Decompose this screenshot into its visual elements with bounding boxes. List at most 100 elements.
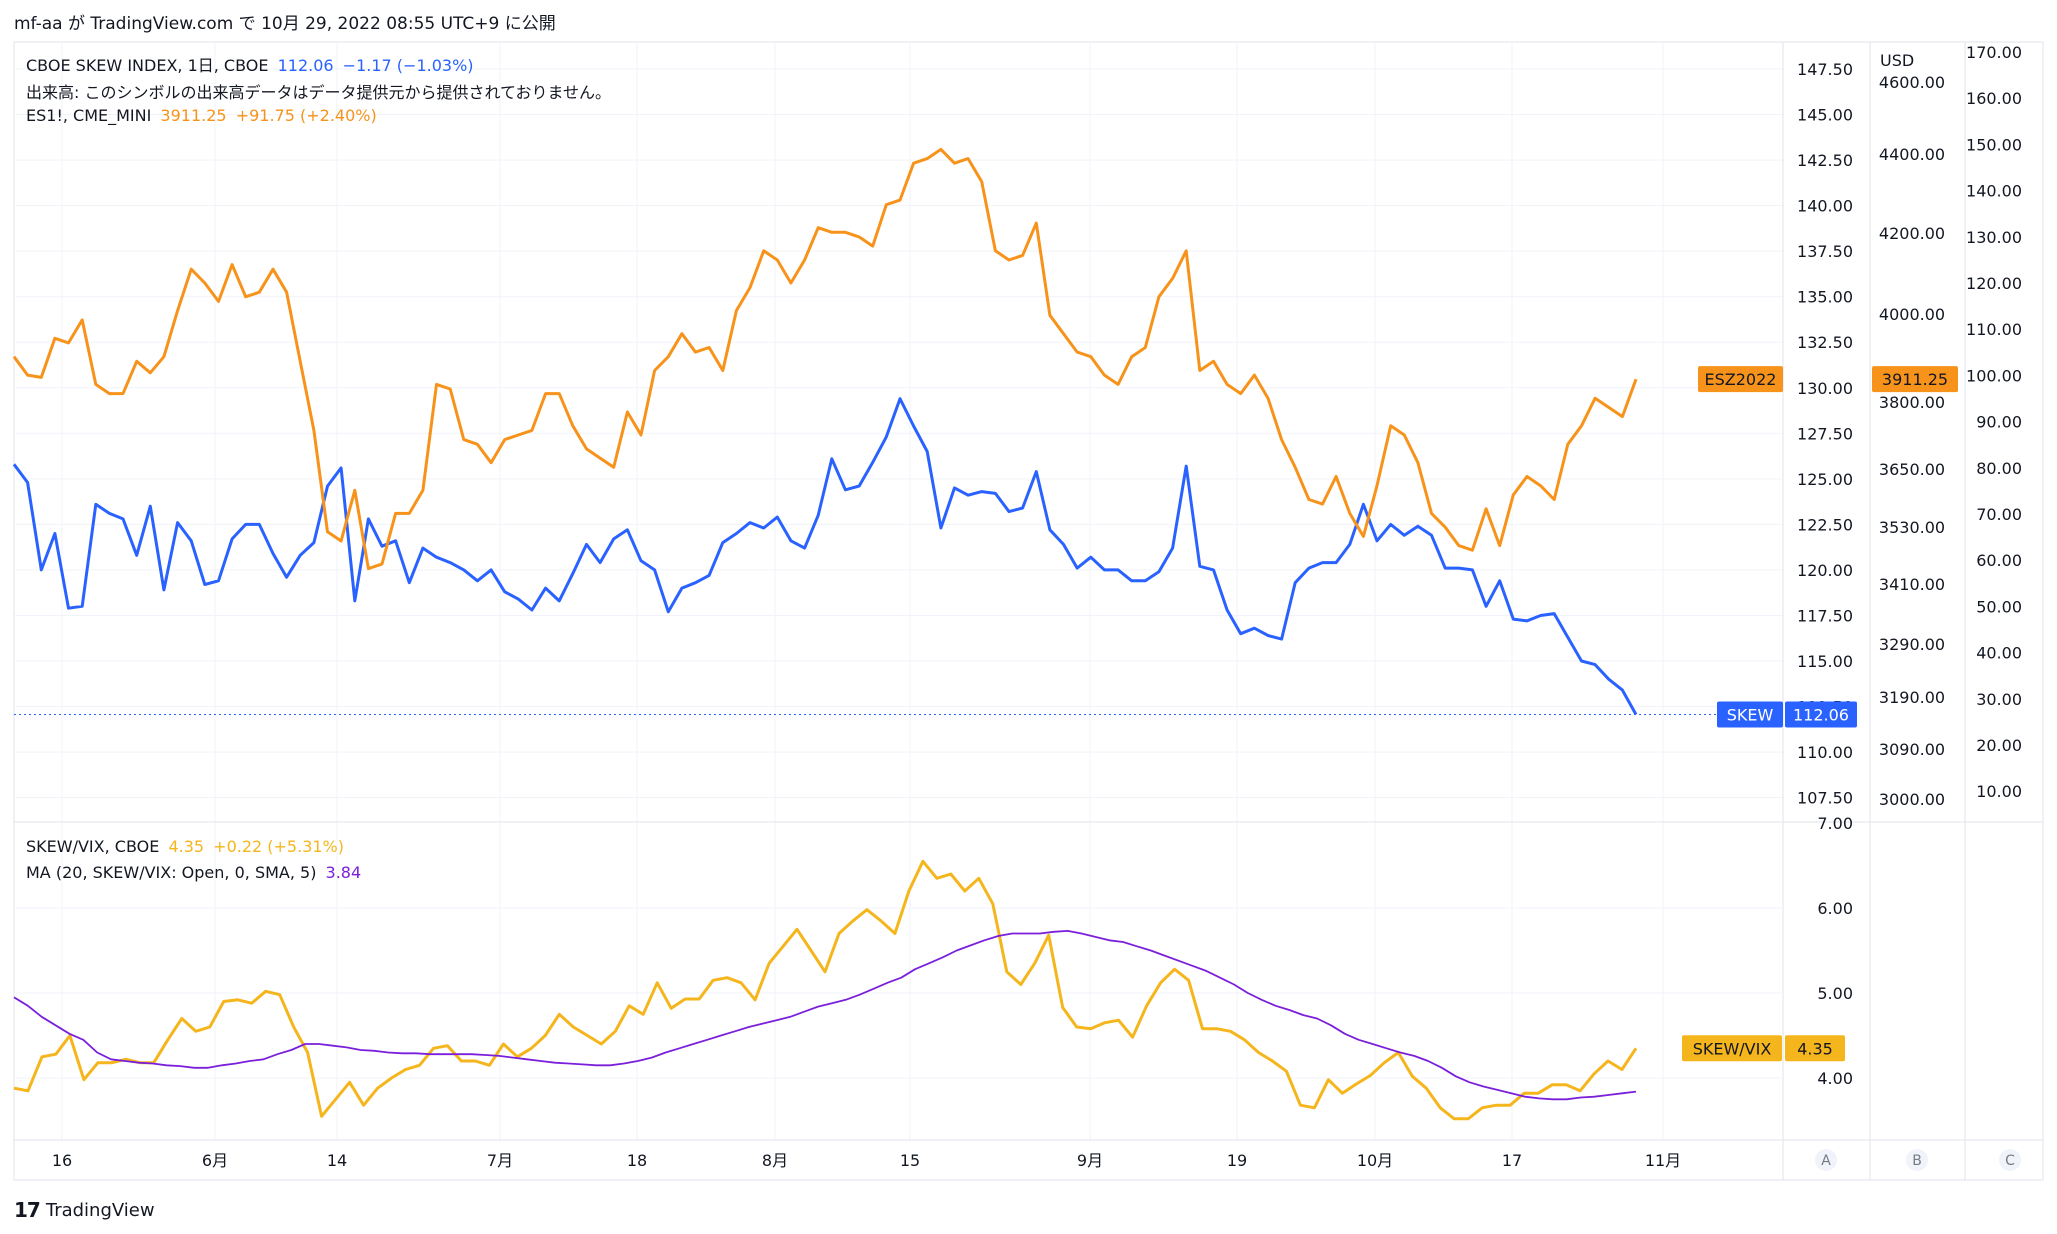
price-scale-button <box>1999 1149 2021 1171</box>
skew-last-value: 112.06 <box>277 56 334 75</box>
es-name-tag: ESZ2022 <box>1705 370 1777 389</box>
lower-axis-tick-label: 5.00 <box>1817 984 1853 1003</box>
axis-a-tick-label: 117.50 <box>1797 606 1853 625</box>
axis-a-tick-label: 115.00 <box>1797 652 1853 671</box>
axis-a-tick-label: 145.00 <box>1797 106 1853 125</box>
axis-b-tick-label: 3090.00 <box>1879 740 1945 759</box>
time-axis-label: 18 <box>627 1151 647 1170</box>
time-axis-label: 8月 <box>762 1151 788 1170</box>
tradingview-logo-text: TradingView <box>45 1199 155 1221</box>
axis-a-tick-label: 147.50 <box>1797 60 1853 79</box>
axis-c-tick-label: 60.00 <box>1976 551 2022 570</box>
axis-c-tick-label: 90.00 <box>1976 413 2022 432</box>
time-axis-label: 17 <box>1502 1151 1522 1170</box>
axis-b-tick-label: 3800.00 <box>1879 393 1945 412</box>
axis-c-tick-label: 30.00 <box>1976 690 2022 709</box>
ratio-change: +0.22 (+5.31%) <box>213 837 344 856</box>
axis-a-tick-label: 137.50 <box>1797 242 1853 261</box>
time-axis-label: 16 <box>52 1151 72 1170</box>
axis-a-tick-label: 130.00 <box>1797 379 1853 398</box>
axis-a-tick-label: 107.50 <box>1797 789 1853 808</box>
ma-last-value: 3.84 <box>325 863 362 882</box>
axis-a-tick-label: 120.00 <box>1797 561 1853 580</box>
lower-axis-tick-label: 6.00 <box>1817 899 1853 918</box>
es-series-line <box>12 147 1638 571</box>
ratio-symbol-name: SKEW/VIX, CBOE <box>26 837 160 856</box>
time-axis-label: 11月 <box>1645 1151 1681 1170</box>
time-axis-label: 6月 <box>202 1151 228 1170</box>
publish-info: mf-aa が TradingView.com で 10月 29, 2022 0… <box>14 14 556 34</box>
ratio-price-tag-box <box>1785 1035 1845 1062</box>
price-scale-button <box>1906 1149 1928 1171</box>
skew-price-tag-box <box>1785 701 1857 728</box>
tradingview-logo-icon: 𝟭𝟳 <box>14 1198 41 1222</box>
ratio-name-tag-box <box>1682 1035 1782 1062</box>
skew-symbol-name: CBOE SKEW INDEX, 1日, CBOE <box>26 56 269 75</box>
axis-a-tick-label: 122.50 <box>1797 515 1853 534</box>
ma-indicator-name: MA (20, SKEW/VIX: Open, 0, SMA, 5) <box>26 863 317 882</box>
ratio-name-tag: SKEW/VIX <box>1693 1039 1772 1058</box>
lower-axis-tick-label: 7.00 <box>1817 814 1853 833</box>
axis-c-tick-label: 170.00 <box>1966 43 2022 62</box>
price-scale-button-label: B <box>1912 1153 1922 1169</box>
skew-series-line <box>12 397 1638 716</box>
es-last-value: 3911.25 <box>160 106 227 125</box>
axis-b-tick-label: 3650.00 <box>1879 460 1945 479</box>
time-axis-label: 10月 <box>1357 1151 1393 1170</box>
price-scale-button-label: C <box>2005 1153 2015 1169</box>
lower-axis-tick-label: 4.00 <box>1817 1069 1853 1088</box>
axis-c-tick-label: 20.00 <box>1976 736 2022 755</box>
skew-change: −1.17 (−1.03%) <box>342 56 474 75</box>
axis-b-tick-label: 4000.00 <box>1879 305 1945 324</box>
time-axis-label: 7月 <box>487 1151 513 1170</box>
axis-c-tick-label: 130.00 <box>1966 228 2022 247</box>
ratio-last-value: 4.35 <box>168 837 205 856</box>
price-scale-button <box>1815 1149 1837 1171</box>
axis-c-tick-label: 50.00 <box>1976 597 2022 616</box>
axis-b-tick-label: 3530.00 <box>1879 518 1945 537</box>
time-axis-label: 14 <box>327 1151 347 1170</box>
axis-a-tick-label: 135.00 <box>1797 288 1853 307</box>
time-axis-label: 15 <box>900 1151 920 1170</box>
legend-ratio: SKEW/VIX, CBOE 4.35 +0.22 (+5.31%) <box>26 837 348 856</box>
axis-b-tick-label: 3190.00 <box>1879 688 1945 707</box>
es-price-tag: 3911.25 <box>1882 370 1948 389</box>
tradingview-footer[interactable]: 𝟭𝟳 TradingView <box>14 1198 155 1222</box>
axis-a-tick-label: 140.00 <box>1797 197 1853 216</box>
axis-a-tick-label: 110.00 <box>1797 743 1853 762</box>
skew-name-tag: SKEW <box>1727 706 1774 725</box>
axis-c-tick-label: 110.00 <box>1966 320 2022 339</box>
axis-c-tick-label: 140.00 <box>1966 182 2022 201</box>
axis-c-tick-label: 150.00 <box>1966 135 2022 154</box>
axis-c-tick-label: 70.00 <box>1976 505 2022 524</box>
legend-ma: MA (20, SKEW/VIX: Open, 0, SMA, 5) 3.84 <box>26 863 365 882</box>
chart-frame <box>13 41 2044 1181</box>
es-symbol-name: ES1!, CME_MINI <box>26 106 152 125</box>
es-price-tag-box <box>1872 366 1958 393</box>
ratio-price-tag: 4.35 <box>1797 1039 1833 1058</box>
axis-b-tick-label: 3410.00 <box>1879 575 1945 594</box>
axis-b-tick-label: 3000.00 <box>1879 790 1945 809</box>
skew-price-tag: 112.06 <box>1793 706 1849 725</box>
time-axis-label: 9月 <box>1077 1151 1103 1170</box>
time-axis-label: 19 <box>1227 1151 1247 1170</box>
legend-es: ES1!, CME_MINI 3911.25 +91.75 (+2.40%) <box>26 106 381 125</box>
axis-c-tick-label: 10.00 <box>1976 782 2022 801</box>
axis-b-tick-label: 3290.00 <box>1879 635 1945 654</box>
price-scale-button-label: A <box>1821 1153 1831 1169</box>
axis-c-tick-label: 100.00 <box>1966 366 2022 385</box>
axis-a-tick-label: 142.50 <box>1797 151 1853 170</box>
axis-c-tick-label: 40.00 <box>1976 644 2022 663</box>
axis-a-tick-label: 127.50 <box>1797 424 1853 443</box>
es-name-tag-box <box>1698 366 1783 393</box>
axis-b-tick-label: 4400.00 <box>1879 145 1945 164</box>
axis-b-tick-label: 4200.00 <box>1879 224 1945 243</box>
legend-volume-note: 出来高: このシンボルの出来高データはデータ提供元から提供されておりません。 <box>26 79 615 103</box>
axis-b-tick-label: 4600.00 <box>1879 73 1945 92</box>
volume-note-text: 出来高: このシンボルの出来高データはデータ提供元から提供されておりません。 <box>26 83 612 102</box>
axis-c-tick-label: 160.00 <box>1966 89 2022 108</box>
axis-b-unit-label: USD <box>1880 51 1914 70</box>
axis-a-tick-label: 132.50 <box>1797 333 1853 352</box>
es-change: +91.75 (+2.40%) <box>235 106 377 125</box>
